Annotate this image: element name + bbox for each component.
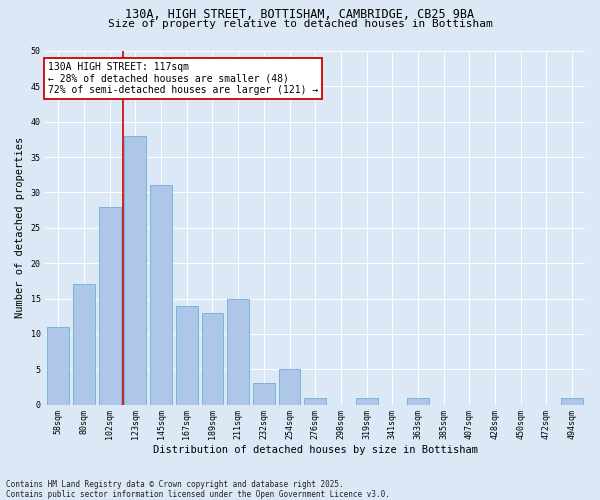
Bar <box>99 206 121 404</box>
X-axis label: Distribution of detached houses by size in Bottisham: Distribution of detached houses by size … <box>153 445 478 455</box>
Bar <box>304 398 326 404</box>
Bar <box>253 384 275 404</box>
Bar <box>73 284 95 405</box>
Bar <box>150 186 172 404</box>
Y-axis label: Number of detached properties: Number of detached properties <box>15 137 25 318</box>
Bar <box>561 398 583 404</box>
Bar <box>47 327 69 404</box>
Text: 130A, HIGH STREET, BOTTISHAM, CAMBRIDGE, CB25 9BA: 130A, HIGH STREET, BOTTISHAM, CAMBRIDGE,… <box>125 8 475 20</box>
Text: 130A HIGH STREET: 117sqm
← 28% of detached houses are smaller (48)
72% of semi-d: 130A HIGH STREET: 117sqm ← 28% of detach… <box>48 62 319 95</box>
Bar <box>176 306 197 404</box>
Bar <box>278 369 301 404</box>
Text: Contains HM Land Registry data © Crown copyright and database right 2025.
Contai: Contains HM Land Registry data © Crown c… <box>6 480 390 499</box>
Bar <box>227 298 249 405</box>
Bar <box>356 398 377 404</box>
Bar <box>407 398 429 404</box>
Bar <box>202 312 223 404</box>
Bar <box>124 136 146 404</box>
Text: Size of property relative to detached houses in Bottisham: Size of property relative to detached ho… <box>107 19 493 29</box>
